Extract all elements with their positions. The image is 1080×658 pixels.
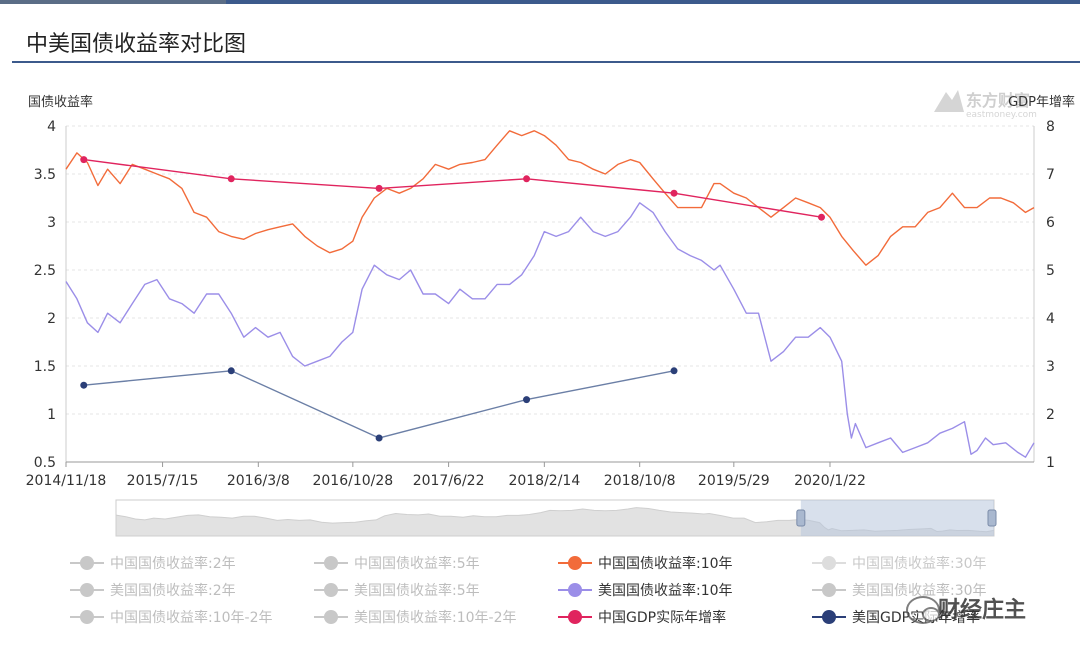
legend-label: 美国国债收益率:30年 (852, 583, 987, 599)
legend-label: 美国国债收益率:10年-2年 (354, 610, 517, 626)
legend-marker-icon (70, 579, 104, 601)
legend-label: 中国国债收益率:5年 (354, 556, 480, 572)
legend-marker-icon (812, 552, 846, 574)
eastmoney-logo-subtext: eastmoney.com (966, 110, 1037, 120)
legend-label: 中国国债收益率:30年 (852, 556, 987, 572)
navigator-handle[interactable] (987, 509, 997, 527)
y-left-tick-label: 2 (47, 311, 56, 327)
wechat-icon (906, 596, 940, 624)
legend-label: 美国国债收益率:5年 (354, 583, 480, 599)
legend-item[interactable]: 美国国债收益率:2年 (70, 579, 236, 601)
legend-marker-icon (314, 552, 348, 574)
series-point-4 (670, 367, 678, 375)
x-tick-label: 2014/11/18 (26, 473, 107, 489)
legend-item[interactable]: 美国国债收益率:5年 (314, 579, 480, 601)
x-tick-label: 2016/10/28 (312, 473, 393, 489)
eastmoney-logo-text: 东方财富 (966, 91, 1030, 110)
legend-item[interactable]: 中国国债收益率:10年-2年 (70, 606, 273, 628)
legend-item[interactable]: 美国国债收益率:10年-2年 (314, 606, 517, 628)
legend-marker-icon (70, 606, 104, 628)
y-right-tick-label: 3 (1046, 359, 1055, 375)
legend-marker-icon (314, 606, 348, 628)
series-point-4 (523, 396, 531, 404)
y-right-tick-label: 5 (1046, 263, 1055, 279)
x-tick-label: 2016/3/8 (227, 473, 290, 489)
legend-item[interactable]: 中国国债收益率:2年 (70, 552, 236, 574)
x-tick-label: 2017/6/22 (413, 473, 485, 489)
x-tick-label: 2019/5/29 (698, 473, 770, 489)
eastmoney-logo-icon (934, 90, 964, 112)
top-accent-dark (0, 0, 226, 4)
top-accent-bar (0, 0, 1080, 4)
y-axis-right-title: GDP年增率 (1008, 94, 1075, 110)
series-point-4 (375, 434, 383, 442)
legend-label: 中国GDP实际年增率 (598, 610, 727, 626)
y-right-tick-label: 2 (1046, 407, 1055, 423)
x-tick-label: 2015/7/15 (127, 473, 199, 489)
y-right-tick-label: 6 (1046, 215, 1055, 231)
y-left-tick-label: 3.5 (34, 167, 56, 183)
series-point-3 (80, 156, 88, 164)
legend-marker-icon (314, 579, 348, 601)
legend-marker-icon (812, 606, 846, 628)
legend-item[interactable]: 中国国债收益率:30年 (812, 552, 987, 574)
x-tick-label: 2020/1/22 (794, 473, 866, 489)
legend-marker-icon (812, 579, 846, 601)
legend-item[interactable]: 中国GDP实际年增率 (558, 606, 726, 628)
y-left-tick-label: 1 (47, 407, 56, 423)
legend-marker-icon (558, 579, 592, 601)
y-left-tick-label: 2.5 (34, 263, 56, 279)
navigator-handle[interactable] (796, 509, 806, 527)
series-point-3 (670, 189, 678, 197)
series-point-3 (523, 175, 531, 183)
series-line-3 (83, 158, 822, 218)
series-line-4 (83, 370, 675, 439)
y-axis-left-title: 国债收益率 (28, 94, 93, 110)
y-right-tick-label: 4 (1046, 311, 1055, 327)
series-point-4 (227, 367, 235, 375)
y-left-tick-label: 0.5 (34, 455, 56, 471)
legend-label: 中国国债收益率:10年 (598, 556, 733, 572)
legend-marker-icon (558, 606, 592, 628)
y-right-tick-label: 1 (1046, 455, 1055, 471)
legend-item[interactable]: 中国国债收益率:5年 (314, 552, 480, 574)
y-left-tick-label: 4 (47, 119, 56, 135)
series-line-1 (65, 130, 1035, 266)
legend-label: 中国国债收益率:10年-2年 (110, 610, 273, 626)
x-tick-label: 2018/2/14 (508, 473, 580, 489)
y-right-tick-label: 8 (1046, 119, 1055, 135)
series-point-3 (375, 184, 383, 192)
legend-marker-icon (558, 552, 592, 574)
series-point-3 (227, 175, 235, 183)
navigator-selection (800, 500, 994, 536)
title-divider (12, 61, 1080, 63)
legend-label: 美国国债收益率:10年 (598, 583, 733, 599)
y-left-tick-label: 1.5 (34, 359, 56, 375)
y-left-tick-label: 3 (47, 215, 56, 231)
account-watermark: 财经庄主 (938, 598, 1027, 623)
legend-marker-icon (70, 552, 104, 574)
legend-item[interactable]: 美国国债收益率:10年 (558, 579, 733, 601)
page-title: 中美国债收益率对比图 (26, 32, 247, 57)
top-accent-blue (226, 0, 1080, 4)
series-line-2 (65, 202, 1035, 458)
legend-item[interactable]: 美国国债收益率:30年 (812, 579, 987, 601)
x-tick-label: 2018/10/8 (604, 473, 676, 489)
series-point-3 (817, 213, 825, 221)
legend-label: 美国国债收益率:2年 (110, 583, 236, 599)
y-right-tick-label: 7 (1046, 167, 1055, 183)
series-point-4 (80, 381, 88, 389)
legend-item[interactable]: 中国国债收益率:10年 (558, 552, 733, 574)
legend-label: 中国国债收益率:2年 (110, 556, 236, 572)
